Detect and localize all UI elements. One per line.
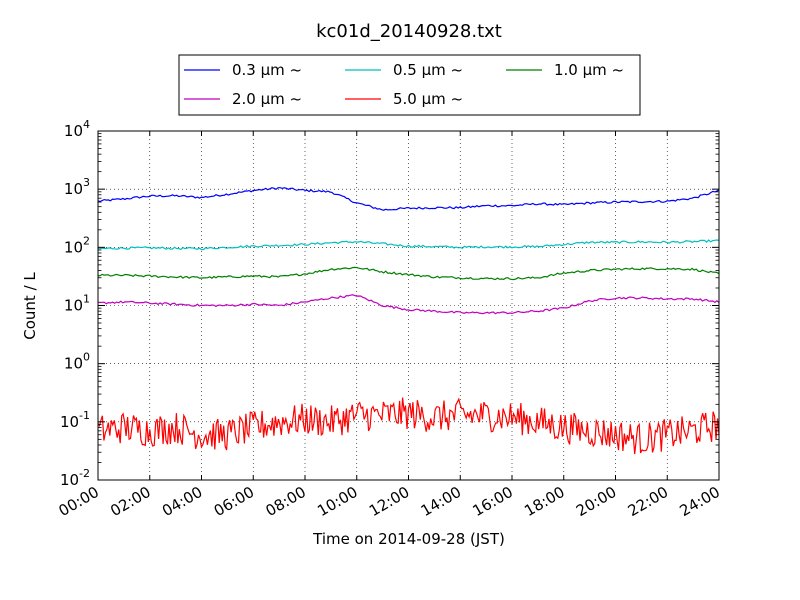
series-line — [97, 239, 720, 251]
x-tick-label: 22:00 — [625, 483, 671, 520]
y-tick-label: 103 — [64, 176, 90, 198]
x-tick-label: 18:00 — [521, 483, 567, 520]
legend-label: 2.0 μm ~ — [232, 90, 302, 108]
y-tick-label: 100 — [64, 351, 90, 373]
legend-label: 1.0 μm ~ — [554, 61, 624, 79]
ticks: 00:00 02:00 04:00 06:00 08:00 10:00 12:00 14:00… — [56, 118, 723, 520]
y-tick-label: 104 — [64, 118, 90, 140]
x-tick-label: 06:00 — [211, 483, 257, 520]
series-line — [97, 294, 720, 315]
chart-title: kc01d_20140928.txt — [316, 21, 502, 42]
y-tick-label: 10-1 — [60, 409, 90, 431]
x-tick-label: 10:00 — [314, 483, 360, 520]
x-tick-label: 24:00 — [677, 483, 723, 520]
y-tick-label: 101 — [64, 293, 90, 315]
legend-label: 0.3 μm ~ — [232, 61, 302, 79]
x-tick-label: 16:00 — [470, 483, 516, 520]
legend: 0.3 μm ~ 0.5 μm ~ 1.0 μm ~ 2.0 μm ~ 5.0 μm ~ — [178, 54, 641, 116]
series-line — [97, 266, 720, 281]
series-line — [97, 397, 720, 455]
x-tick-label: 20:00 — [573, 483, 619, 520]
x-axis-label: Time on 2014-09-28 (JST) — [312, 530, 505, 548]
legend-box — [178, 54, 641, 116]
x-tick-label: 04:00 — [159, 483, 205, 520]
y-tick-label: 102 — [64, 234, 90, 256]
x-tick-label: 08:00 — [263, 483, 309, 520]
legend-label: 0.5 μm ~ — [393, 61, 463, 79]
plot-area — [97, 130, 720, 481]
y-axis-label: Count / L — [21, 272, 39, 340]
y-tick-label: 10-2 — [60, 467, 90, 489]
x-tick-label: 12:00 — [366, 483, 412, 520]
series-layer — [97, 187, 720, 455]
series-line — [97, 187, 720, 211]
legend-label: 5.0 μm ~ — [393, 90, 463, 108]
x-tick-label: 14:00 — [418, 483, 464, 520]
x-tick-label: 02:00 — [107, 483, 153, 520]
